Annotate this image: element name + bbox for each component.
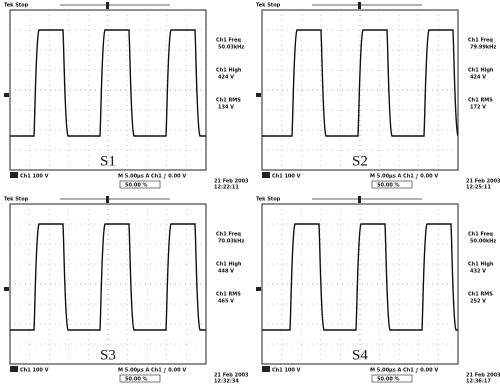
trigger-marker — [106, 2, 109, 9]
readout-value: 50.00kHz — [470, 239, 496, 245]
scale: Ch1 100 V — [20, 174, 49, 180]
panel-label: S2 — [352, 153, 368, 169]
time: 12:22:11 — [214, 185, 239, 191]
time: 12:32:34 — [214, 379, 239, 385]
readout-name: Ch1 High — [216, 68, 242, 74]
ground-marker — [256, 93, 261, 97]
trigger-marker — [358, 196, 361, 203]
readout-value: 448 V — [218, 269, 234, 275]
timebase: M 5.00µs A Ch1 ∫ 0.00 V — [370, 368, 438, 374]
ch-box — [262, 172, 270, 178]
position: 50.00 % — [125, 183, 148, 189]
readout-name: Ch1 Freq — [216, 232, 241, 238]
status: Tek Stop — [4, 197, 29, 203]
readout-value: 252 V — [470, 299, 486, 305]
timebase: M 5.00µs A Ch1 ∫ 0.00 V — [118, 174, 186, 180]
scale: Ch1 100 V — [272, 174, 301, 180]
readout-name: Ch1 High — [468, 68, 494, 74]
readout-value: 134 V — [218, 105, 234, 111]
timebase: M 5.00µs A Ch1 ∫ 0.00 V — [118, 368, 186, 374]
readout-name: Ch1 RMS — [468, 292, 493, 298]
readout-name: Ch1 Freq — [468, 38, 493, 44]
scale: Ch1 100 V — [20, 368, 49, 374]
status: Tek Stop — [256, 3, 281, 9]
position: 50.00 % — [125, 377, 148, 383]
readout-name: Ch1 Freq — [468, 232, 493, 238]
readout-name: Ch1 RMS — [216, 98, 241, 104]
trigger-marker — [358, 2, 361, 9]
readout-name: Ch1 High — [216, 262, 242, 268]
readout-name: Ch1 Freq — [216, 38, 241, 44]
readout-name: Ch1 RMS — [216, 292, 241, 298]
status: Tek Stop — [4, 3, 29, 9]
readout-value: 50.03kHz — [218, 45, 244, 51]
status: Tek Stop — [256, 197, 281, 203]
readout-value: 432 V — [470, 269, 486, 275]
trigger-marker — [106, 196, 109, 203]
readout-name: Ch1 RMS — [468, 98, 493, 104]
readout-value: 424 V — [218, 75, 234, 81]
timebase: M 5.00µs A Ch1 ∫ 0.00 V — [370, 174, 438, 180]
position: 50.00 % — [377, 377, 400, 383]
readout-value: 70.03kHz — [218, 239, 244, 245]
readout-value: 172 V — [470, 105, 486, 111]
ground-marker — [4, 287, 9, 291]
panel-label: S3 — [100, 347, 116, 363]
readout-value: 424 V — [470, 75, 486, 81]
readout-value: 465 V — [218, 299, 234, 305]
scale: Ch1 100 V — [272, 368, 301, 374]
readout-name: Ch1 High — [468, 262, 494, 268]
time: 12:36:17 — [466, 379, 491, 385]
ch-box — [10, 366, 18, 372]
panel-label: S4 — [352, 347, 368, 363]
ch-box — [262, 366, 270, 372]
ground-marker — [256, 287, 261, 291]
panel-label: S1 — [100, 153, 116, 169]
time: 12:25:11 — [466, 185, 491, 191]
ground-marker — [4, 93, 9, 97]
figure: Tek StopCh1 Freq50.03kHzCh1 High424 VCh1… — [0, 0, 500, 387]
readout-value: 79.99kHz — [470, 45, 496, 51]
ch-box — [10, 172, 18, 178]
position: 50.00 % — [377, 183, 400, 189]
